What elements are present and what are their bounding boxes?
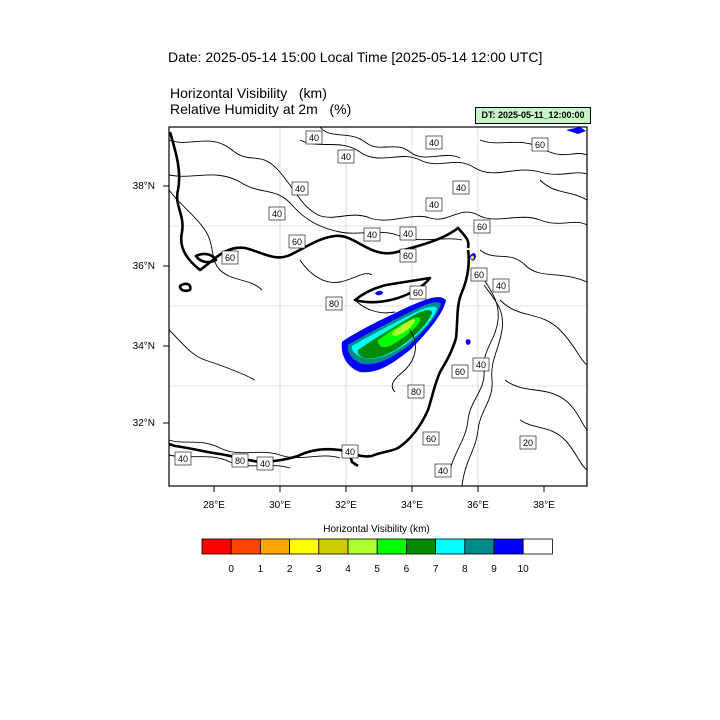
colorbar-swatch (493, 538, 524, 555)
contour-label: 60 (455, 367, 465, 377)
contour-label: 60 (403, 251, 413, 261)
lat-tick-label: 34°N (133, 341, 155, 352)
contour-label: 40 (367, 230, 377, 240)
colorbar-tick-label: 6 (404, 564, 410, 575)
contour-label: 60 (474, 270, 484, 280)
coastlines (168, 131, 471, 468)
humidity-contours (168, 126, 588, 487)
contour-labels: 40 40 40 60 40 40 40 40 60 40 40 60 60 6… (174, 130, 549, 478)
contour-line (168, 189, 263, 291)
date-title: Date: 2025-05-14 15:00 Local Time [2025-… (168, 49, 543, 65)
colorbar-swatch (347, 538, 378, 555)
lon-tick-label: 34°E (401, 500, 423, 511)
contour-line (461, 284, 503, 487)
contour-label: 20 (523, 438, 533, 448)
lon-tick-label: 36°E (467, 500, 489, 511)
colorbar-swatch (230, 538, 261, 555)
contour-label: 40 (456, 183, 466, 193)
coastline-island (194, 252, 218, 264)
colorbar-swatch (201, 538, 232, 555)
contour-line (168, 439, 341, 459)
contour-label: 40 (345, 447, 355, 457)
lon-tick-label: 30°E (269, 500, 291, 511)
contour-line (499, 299, 588, 366)
colorbar-tick-label: 4 (345, 564, 351, 575)
colorbar-swatch (289, 538, 320, 555)
contour-label: 40 (496, 281, 506, 291)
coastline-levant (371, 249, 471, 458)
variable-title-humidity: Relative Humidity at 2m (%) (170, 101, 352, 117)
contour-label: 40 (429, 200, 439, 210)
contour-line (519, 419, 588, 471)
colorbar-tick-label: 1 (258, 564, 264, 575)
contour-line (391, 329, 416, 393)
contour-label: 60 (426, 434, 436, 444)
contour-label: 80 (235, 456, 245, 466)
colorbar-ticks: 0 1 2 3 4 5 6 7 8 9 10 (228, 564, 529, 575)
contour-label: 40 (178, 454, 188, 464)
contour-line (299, 139, 588, 175)
variable-title-visibility: Horizontal Visibility (km) (170, 85, 327, 101)
contour-line (319, 126, 461, 159)
contour-label: 40 (260, 459, 270, 469)
colorbar-swatch (376, 538, 407, 555)
colorbar-tick-label: 9 (491, 564, 497, 575)
contour-label: 60 (413, 288, 423, 298)
contour-label: 40 (272, 209, 282, 219)
contour-label: 60 (477, 222, 487, 232)
colorbar-swatch (522, 538, 553, 555)
lon-tick-label: 38°E (533, 500, 555, 511)
colorbar-swatch (405, 538, 436, 555)
colorbar-swatch (259, 538, 290, 555)
contour-label: 40 (429, 138, 439, 148)
colorbar-tick-label: 10 (518, 564, 530, 575)
contour-label: 40 (476, 360, 486, 370)
lon-tick-label: 28°E (203, 500, 225, 511)
contour-line (299, 259, 373, 283)
coastline-island (178, 282, 192, 293)
colorbar-swatch (435, 538, 466, 555)
contour-label: 60 (225, 253, 235, 263)
map-panel: 40 40 40 60 40 40 40 40 60 40 40 60 60 6… (168, 126, 588, 487)
axis-ticks (163, 185, 545, 492)
lat-tick-label: 32°N (133, 418, 155, 429)
contour-label: 40 (403, 229, 413, 239)
contour-label: 40 (438, 466, 448, 476)
map-frame (168, 126, 588, 487)
colorbar-title: Horizontal Visibility (km) (323, 524, 430, 535)
colorbar-tick-label: 2 (287, 564, 293, 575)
contour-line (168, 329, 256, 381)
contour-label: 60 (535, 140, 545, 150)
contour-line (479, 249, 588, 283)
contour-line (539, 179, 588, 201)
colorbar-tick-label: 3 (316, 564, 322, 575)
contour-label: 40 (341, 152, 351, 162)
init-time-badge: DT: 2025-05-11_12:00:00 (475, 107, 591, 124)
lon-tick-label: 32°E (335, 500, 357, 511)
contour-label: 60 (292, 237, 302, 247)
contour-label: 80 (411, 387, 421, 397)
contour-label: 40 (295, 184, 305, 194)
colorbar-tick-label: 8 (462, 564, 468, 575)
axis-labels: 28°E 30°E 32°E 34°E 36°E 38°E 38°N 36°N … (133, 181, 556, 511)
colorbar-swatch (318, 538, 349, 555)
contour-line (354, 299, 396, 314)
colorbar-swatch (464, 538, 495, 555)
colorbar-tick-label: 0 (228, 564, 234, 575)
lat-tick-label: 36°N (133, 261, 155, 272)
contour-line (168, 139, 588, 226)
lat-tick-label: 38°N (133, 181, 155, 192)
visibility-shading (341, 127, 586, 373)
map-background (169, 127, 587, 486)
contour-label: 40 (309, 133, 319, 143)
graticule (169, 127, 587, 486)
colorbar-tick-label: 7 (433, 564, 439, 575)
coastline-cyprus (353, 276, 432, 304)
colorbar (201, 538, 553, 555)
colorbar-tick-label: 5 (374, 564, 380, 575)
contour-label: 80 (329, 299, 339, 309)
coastline-turkey (168, 131, 470, 272)
contour-line (504, 379, 588, 431)
